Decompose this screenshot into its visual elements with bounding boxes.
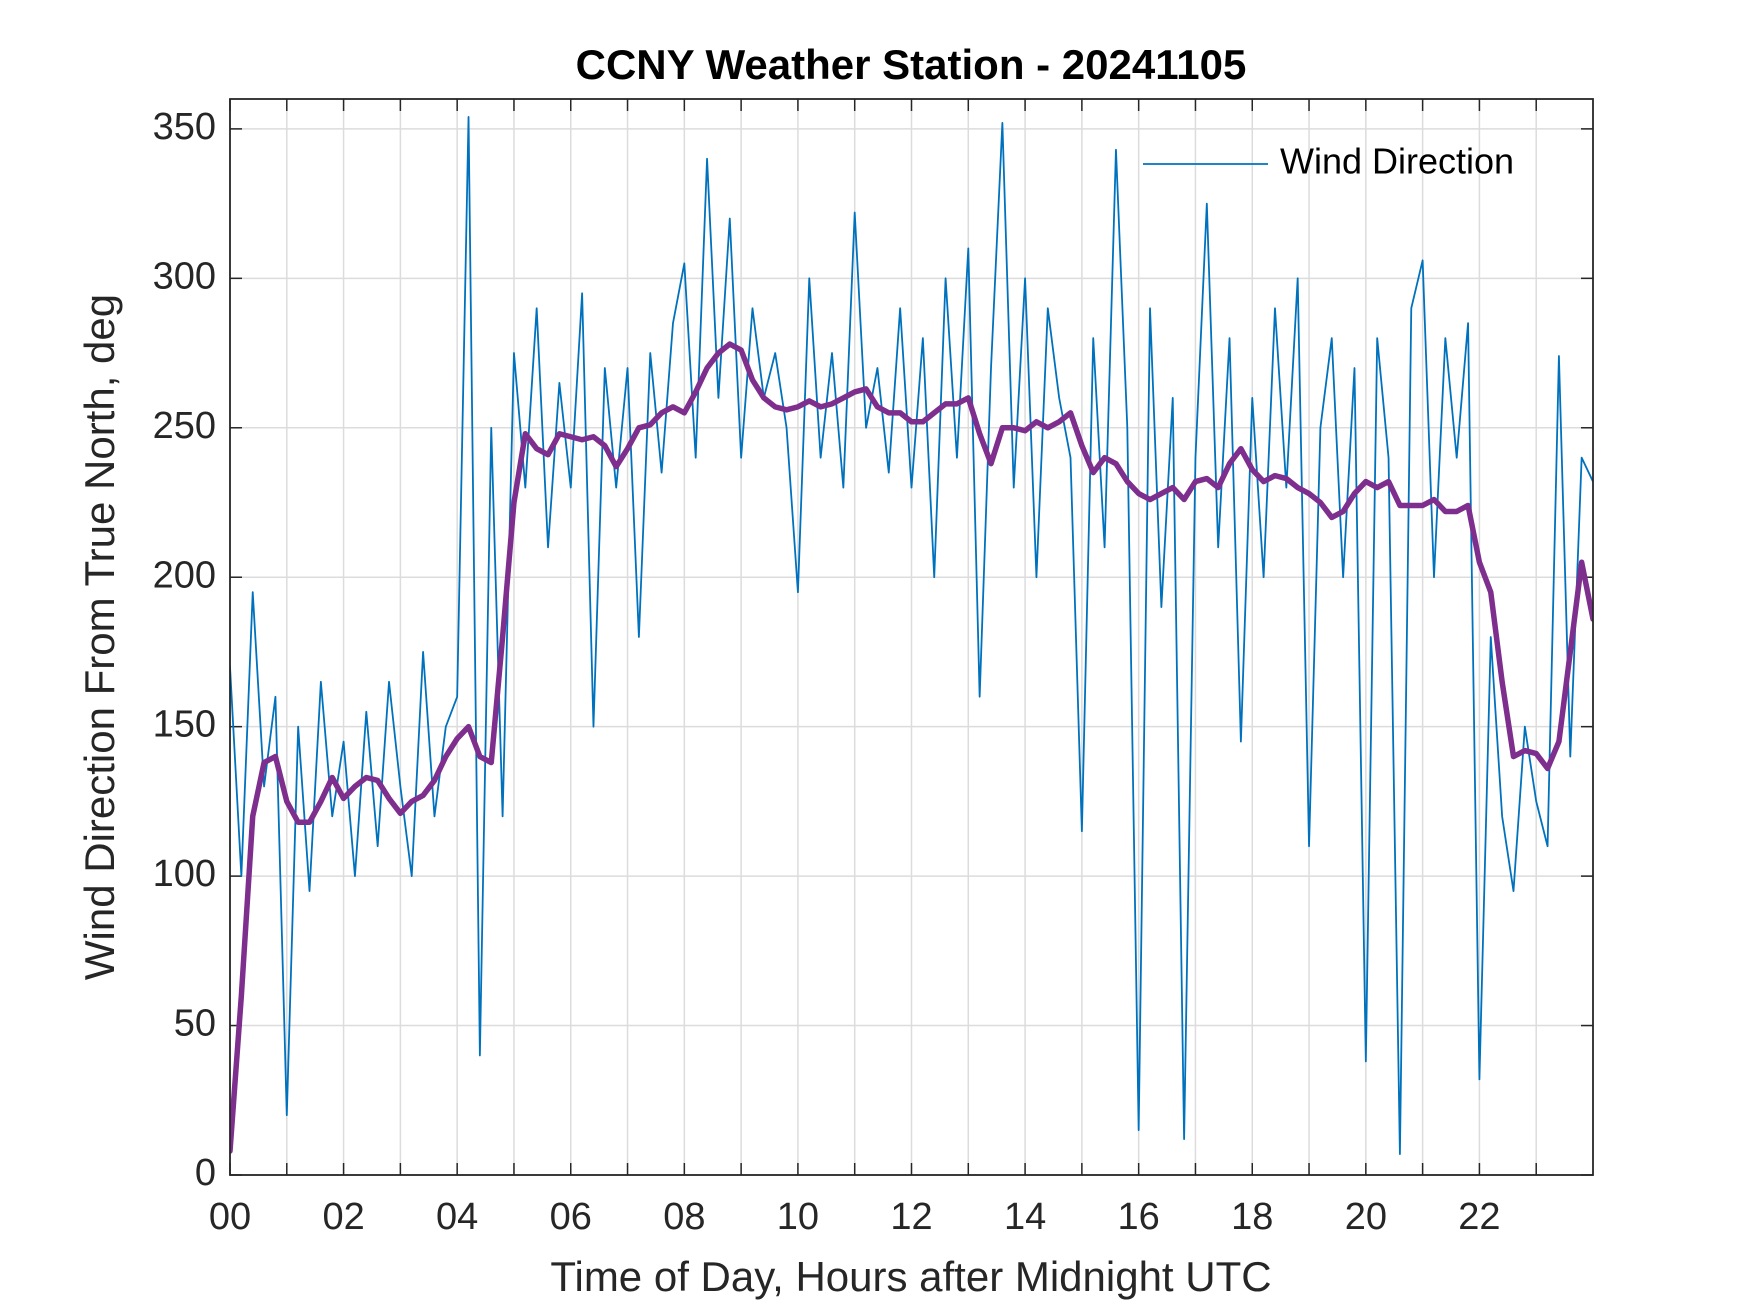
data-line xyxy=(230,116,1593,1155)
x-tick-label: 04 xyxy=(436,1196,478,1238)
x-tick-label: 16 xyxy=(1118,1196,1160,1238)
y-tick-label: 150 xyxy=(153,704,216,746)
x-tick-label: 00 xyxy=(209,1196,251,1238)
x-tick-label: 06 xyxy=(550,1196,592,1238)
x-tick-label: 02 xyxy=(322,1196,364,1238)
x-tick-label: 08 xyxy=(663,1196,705,1238)
y-tick-label: 0 xyxy=(195,1152,216,1194)
y-tick-label: 300 xyxy=(153,255,216,297)
x-tick-label: 10 xyxy=(777,1196,819,1238)
ticks xyxy=(229,99,1593,1176)
x-tick-label: 12 xyxy=(890,1196,932,1238)
y-tick-label: 50 xyxy=(174,1003,216,1045)
data-line xyxy=(230,341,1593,1154)
y-tick-label: 100 xyxy=(153,853,216,895)
y-tick-label: 250 xyxy=(153,405,216,447)
axes-frame xyxy=(229,98,1594,1176)
legend-label: Wind Direction xyxy=(1280,141,1514,182)
x-tick-label: 20 xyxy=(1345,1196,1387,1238)
x-tick-label: 22 xyxy=(1458,1196,1500,1238)
x-tick-label: 14 xyxy=(1004,1196,1046,1238)
y-tick-label: 350 xyxy=(153,106,216,148)
x-tick-label: 18 xyxy=(1231,1196,1273,1238)
y-axis-label: Wind Direction From True North, deg xyxy=(76,294,123,980)
y-tick-label: 200 xyxy=(153,554,216,596)
chart-title: CCNY Weather Station - 20241105 xyxy=(576,41,1247,88)
x-axis-label: Time of Day, Hours after Midnight UTC xyxy=(550,1253,1271,1300)
legend: Wind Direction xyxy=(1143,141,1514,182)
